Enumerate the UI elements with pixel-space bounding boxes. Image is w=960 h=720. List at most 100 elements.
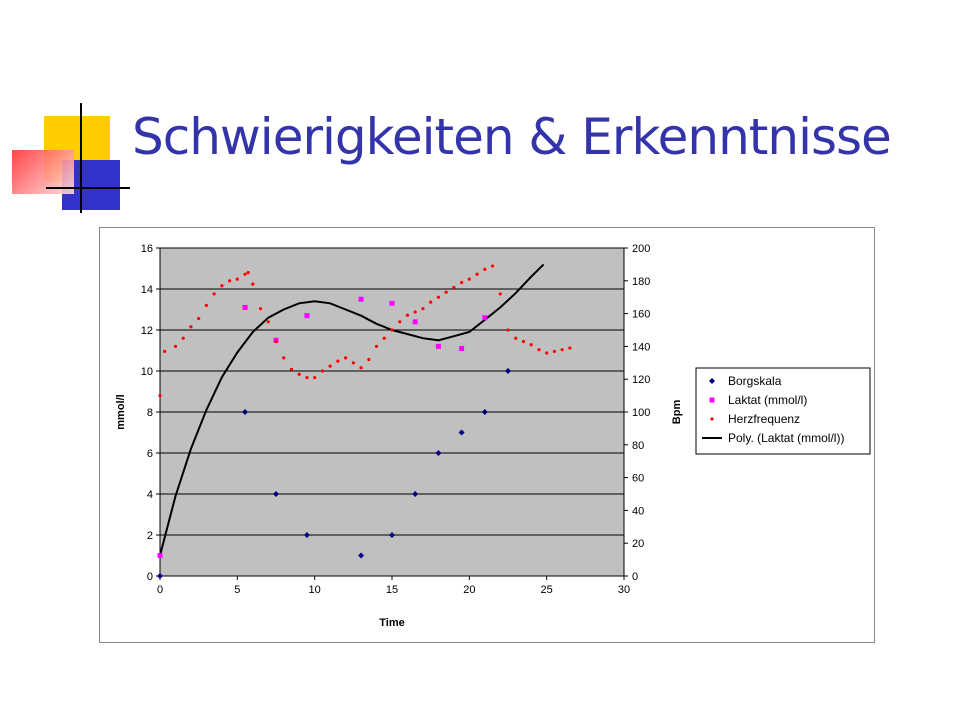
borgskala-point	[242, 409, 249, 415]
red-accent-square	[12, 150, 74, 194]
herzfrequenz-point	[421, 307, 425, 311]
y-tick-label: 6	[147, 448, 153, 460]
y-tick-label: 10	[141, 366, 153, 378]
x-tick-label: 0	[157, 584, 163, 596]
borgskala-point	[273, 491, 279, 497]
y2-tick-label: 40	[632, 505, 644, 517]
legend-label: Laktat (mmol/l)	[728, 393, 807, 407]
y2-tick-label: 120	[632, 374, 650, 386]
herzfrequenz-point	[529, 343, 533, 347]
borgskala-point	[458, 429, 465, 436]
y2-tick-label: 20	[632, 538, 644, 550]
herzfrequenz-point	[320, 369, 324, 373]
laktat-point	[358, 296, 364, 302]
herzfrequenz-point	[197, 316, 201, 321]
herzfrequenz-point	[163, 349, 167, 353]
slide-title: Schwierigkeiten & Erkenntnisse	[132, 108, 892, 166]
herzfrequenz-point	[483, 267, 487, 271]
y2-tick-label: 180	[632, 276, 650, 288]
herzfrequenz-point	[467, 277, 471, 281]
herzfrequenz-point	[328, 364, 332, 368]
herzfrequenz-point	[452, 285, 456, 289]
herzfrequenz-point	[537, 348, 541, 352]
herzfrequenz-point	[235, 277, 239, 281]
laktat-point	[482, 315, 488, 321]
borgskala-point	[481, 409, 488, 415]
herzfrequenz-point	[266, 320, 270, 324]
herzfrequenz-point	[181, 336, 185, 340]
x-tick-label: 10	[309, 584, 321, 596]
herzfrequenz-point	[382, 336, 386, 340]
y-tick-label: 14	[141, 284, 153, 296]
herzfrequenz-point	[344, 356, 348, 360]
legend-dot-swatch	[710, 417, 714, 421]
x-tick-label: 5	[234, 584, 240, 596]
legend: Borgskala Laktat (mmol/l) Herzfrequenz Poly…	[695, 367, 871, 455]
legend-label: Poly. (Laktat (mmol/l))	[728, 431, 844, 445]
herzfrequenz-point	[405, 313, 410, 317]
herzfrequenz-point	[498, 292, 502, 296]
x-tick-label: 20	[463, 584, 475, 596]
y2-tick-label: 200	[632, 243, 650, 255]
herzfrequenz-point	[258, 307, 263, 311]
y-axis-title: mmol/l	[115, 394, 127, 429]
laktat-point	[435, 343, 441, 349]
borgskala-point	[505, 368, 511, 374]
laktat-point	[459, 345, 465, 351]
herzfrequenz-point	[313, 375, 317, 380]
chart: 0 5 10 15 20 25 300246810121416020406080100120…	[115, 243, 871, 629]
y2-tick-label: 80	[632, 440, 644, 452]
herzfrequenz-point	[246, 271, 250, 275]
herzfrequenz-point	[282, 356, 286, 360]
y2-tick-label: 100	[632, 407, 650, 419]
herzfrequenz-point	[274, 339, 278, 344]
herzfrequenz-point	[251, 282, 255, 286]
herzfrequenz-point	[289, 367, 294, 371]
herzfrequenz-point	[228, 279, 232, 283]
laktat-point	[242, 304, 248, 310]
y2-tick-label: 140	[632, 341, 650, 353]
y-tick-label: 4	[147, 489, 153, 501]
herzfrequenz-point	[413, 310, 417, 314]
borgskala-point	[435, 450, 442, 456]
herzfrequenz-point	[351, 361, 355, 365]
y2-tick-label: 0	[632, 571, 638, 583]
herzfrequenz-point	[243, 272, 247, 276]
herzfrequenz-point	[220, 284, 224, 288]
borgskala-point	[157, 573, 163, 579]
herzfrequenz-point	[490, 264, 495, 268]
accent-horizontal-line	[46, 187, 130, 189]
herzfrequenz-point	[560, 348, 564, 352]
herzfrequenz-point	[189, 325, 193, 329]
laktat-point	[389, 300, 395, 306]
y2-tick-label: 60	[632, 473, 644, 485]
x-tick-label: 15	[386, 584, 398, 596]
herzfrequenz-point	[359, 366, 363, 370]
legend-label: Herzfrequenz	[728, 412, 800, 426]
herzfrequenz-point	[429, 300, 433, 304]
herzfrequenz-point	[506, 328, 510, 332]
x-tick-label: 30	[618, 584, 630, 596]
y-tick-label: 0	[147, 571, 153, 583]
x-tick-label: 25	[541, 584, 553, 596]
herzfrequenz-point	[336, 359, 340, 363]
herzfrequenz-point	[297, 372, 301, 376]
borgskala-point	[389, 532, 395, 538]
herzfrequenz-point	[398, 320, 402, 324]
borgskala-point	[412, 491, 419, 497]
legend-box	[695, 367, 871, 455]
herzfrequenz-point	[204, 303, 208, 307]
x-axis-title: Time	[379, 617, 404, 629]
y-tick-label: 2	[147, 530, 153, 542]
legend-square-swatch	[709, 397, 715, 403]
herzfrequenz-point	[475, 272, 479, 276]
borgskala-point	[358, 552, 365, 559]
laktat-point	[412, 319, 418, 325]
herzfrequenz-point	[158, 394, 162, 398]
herzfrequenz-point	[367, 357, 371, 362]
herzfrequenz-point	[436, 295, 440, 299]
herzfrequenz-point	[390, 328, 394, 332]
y-tick-label: 8	[147, 407, 153, 419]
chart-area: 0 5 10 15 20 25 30 0 2 4 6 8 10 12 14 16 0 20 40 60 80 100 120…	[99, 227, 875, 643]
y-tick-label: 16	[141, 243, 153, 255]
